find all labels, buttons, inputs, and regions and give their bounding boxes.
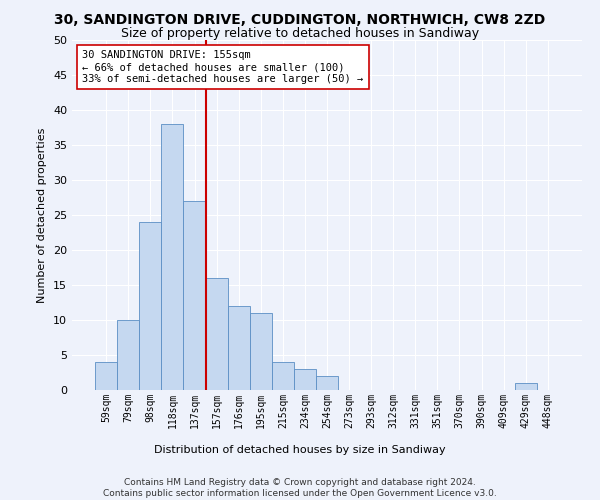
Bar — [227, 306, 250, 390]
Text: Size of property relative to detached houses in Sandiway: Size of property relative to detached ho… — [121, 28, 479, 40]
Y-axis label: Number of detached properties: Number of detached properties — [37, 128, 47, 302]
Text: Contains HM Land Registry data © Crown copyright and database right 2024.
Contai: Contains HM Land Registry data © Crown c… — [103, 478, 497, 498]
Text: Distribution of detached houses by size in Sandiway: Distribution of detached houses by size … — [154, 445, 446, 455]
Bar — [206, 278, 227, 390]
Bar — [294, 369, 316, 390]
Bar — [250, 313, 272, 390]
Bar — [184, 201, 206, 390]
Bar — [139, 222, 161, 390]
Bar — [95, 362, 117, 390]
Bar — [515, 383, 537, 390]
Text: 30 SANDINGTON DRIVE: 155sqm
← 66% of detached houses are smaller (100)
33% of se: 30 SANDINGTON DRIVE: 155sqm ← 66% of det… — [82, 50, 364, 84]
Bar — [117, 320, 139, 390]
Bar — [316, 376, 338, 390]
Bar — [272, 362, 294, 390]
Text: 30, SANDINGTON DRIVE, CUDDINGTON, NORTHWICH, CW8 2ZD: 30, SANDINGTON DRIVE, CUDDINGTON, NORTHW… — [55, 12, 545, 26]
Bar — [161, 124, 184, 390]
